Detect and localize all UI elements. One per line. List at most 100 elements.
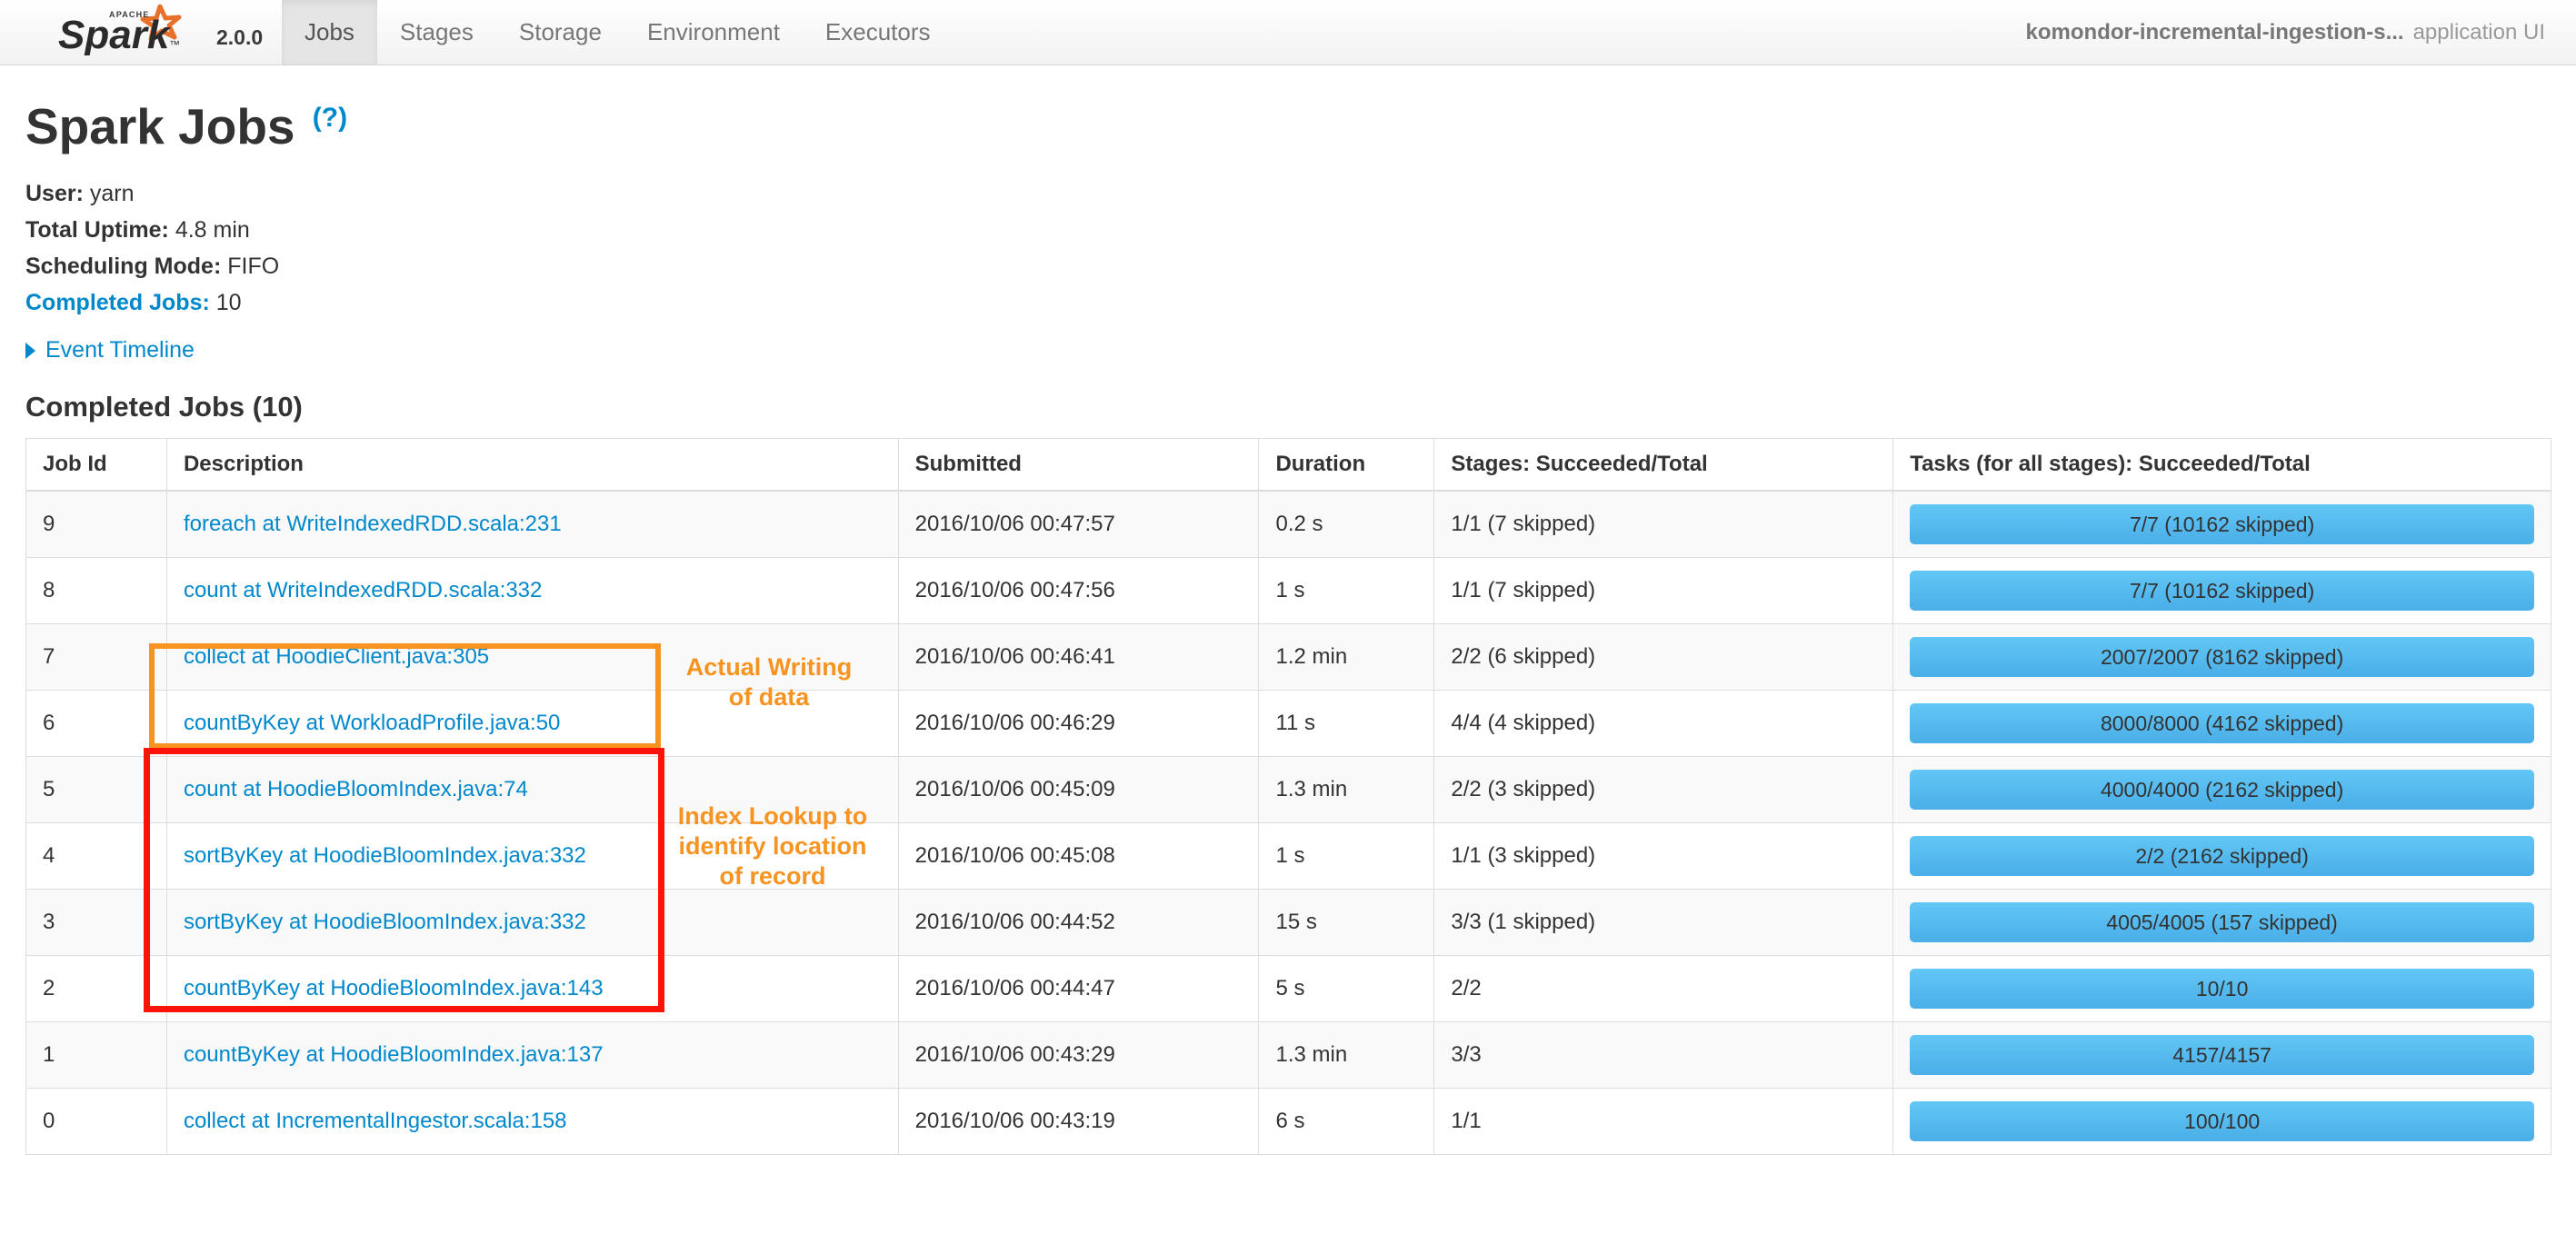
- cell-description: count at WriteIndexedRDD.scala:332: [166, 557, 899, 624]
- tasks-progress-bar: 4000/4000 (2162 skipped): [1910, 770, 2534, 810]
- column-header-description[interactable]: Description: [166, 438, 899, 492]
- cell-duration: 15 s: [1258, 889, 1435, 956]
- table-row: 3 sortByKey at HoodieBloomIndex.java:332…: [25, 889, 2551, 956]
- cell-tasks: 4157/4157: [1892, 1021, 2551, 1089]
- progress-label: 10/10: [2195, 976, 2249, 1000]
- brand-logo[interactable]: APACHE Spark ™ 2.0.0: [0, 0, 282, 65]
- cell-submitted: 2016/10/06 00:43:19: [898, 1088, 1260, 1155]
- progress-fill: [1910, 969, 2534, 1009]
- progress-label: 2/2 (2162 skipped): [2135, 843, 2309, 868]
- table-row: 6 countByKey at WorkloadProfile.java:50 …: [25, 690, 2551, 757]
- cell-job-id: 2: [25, 955, 167, 1022]
- tab-jobs[interactable]: Jobs: [282, 0, 377, 65]
- column-header-submitted[interactable]: Submitted: [898, 438, 1260, 492]
- job-description-link[interactable]: sortByKey at HoodieBloomIndex.java:332: [183, 910, 586, 934]
- cell-tasks: 4000/4000 (2162 skipped): [1892, 756, 2551, 823]
- cell-tasks: 10/10: [1892, 955, 2551, 1022]
- progress-fill: [1910, 571, 2534, 611]
- tasks-progress-bar: 100/100: [1910, 1101, 2534, 1141]
- job-description-link[interactable]: collect at IncrementalIngestor.scala:158: [183, 1109, 567, 1133]
- cell-submitted: 2016/10/06 00:47:57: [898, 490, 1260, 558]
- job-description-link[interactable]: sortByKey at HoodieBloomIndex.java:332: [183, 843, 586, 868]
- cell-duration: 5 s: [1258, 955, 1435, 1022]
- cell-stages: 3/3 (1 skipped): [1433, 889, 1894, 956]
- tasks-progress-bar: 4005/4005 (157 skipped): [1910, 902, 2534, 942]
- cell-duration: 1.3 min: [1258, 1021, 1435, 1089]
- progress-label: 8000/8000 (4162 skipped): [2100, 711, 2344, 735]
- progress-label: 100/100: [2184, 1109, 2261, 1133]
- cell-stages: 1/1: [1433, 1088, 1894, 1155]
- svg-text:Spark: Spark: [58, 13, 172, 55]
- progress-label: 7/7 (10162 skipped): [2129, 578, 2315, 602]
- job-description-link[interactable]: countByKey at HoodieBloomIndex.java:137: [183, 1042, 604, 1067]
- cell-stages: 3/3: [1433, 1021, 1894, 1089]
- cell-submitted: 2016/10/06 00:43:29: [898, 1021, 1260, 1089]
- summary-completed-jobs-label[interactable]: Completed Jobs:: [25, 290, 210, 315]
- table-row: 5 count at HoodieBloomIndex.java:74 2016…: [25, 756, 2551, 823]
- navbar-app-label: komondor-incremental-ingestion-s... appl…: [2026, 0, 2576, 65]
- tab-storage[interactable]: Storage: [518, 18, 602, 45]
- job-description-link[interactable]: countByKey at WorkloadProfile.java:50: [183, 711, 561, 735]
- progress-fill: [1910, 1101, 2534, 1141]
- tab-executors[interactable]: Executors: [824, 18, 931, 45]
- page-title-text: Spark Jobs: [25, 98, 295, 154]
- cell-duration: 0.2 s: [1258, 490, 1435, 558]
- cell-description: collect at IncrementalIngestor.scala:158: [166, 1088, 899, 1155]
- tasks-progress-bar: 4157/4157: [1910, 1035, 2534, 1075]
- table-row: 1 countByKey at HoodieBloomIndex.java:13…: [25, 1021, 2551, 1089]
- tab-stages[interactable]: Stages: [399, 18, 474, 45]
- column-header-stages[interactable]: Stages: Succeeded/Total: [1433, 438, 1894, 492]
- progress-fill: [1910, 637, 2534, 677]
- progress-fill: [1910, 504, 2534, 544]
- cell-stages: 2/2: [1433, 955, 1894, 1022]
- cell-duration: 1 s: [1258, 822, 1435, 890]
- table-head: Job Id Description Submitted Duration St…: [25, 438, 2551, 492]
- summary-total-uptime: Total Uptime: 4.8 min: [25, 212, 2551, 248]
- cell-submitted: 2016/10/06 00:45:09: [898, 756, 1260, 823]
- progress-fill: [1910, 836, 2534, 876]
- table-header-row: Job Id Description Submitted Duration St…: [25, 438, 2551, 492]
- cell-submitted: 2016/10/06 00:44:52: [898, 889, 1260, 956]
- cell-stages: 4/4 (4 skipped): [1433, 690, 1894, 757]
- column-header-tasks[interactable]: Tasks (for all stages): Succeeded/Total: [1892, 438, 2551, 492]
- summary-completed-jobs[interactable]: Completed Jobs: 10: [25, 284, 2551, 321]
- column-header-duration[interactable]: Duration: [1258, 438, 1435, 492]
- summary-completed-jobs-value: 10: [215, 290, 242, 315]
- job-description-link[interactable]: countByKey at HoodieBloomIndex.java:143: [183, 976, 604, 1000]
- job-description-link[interactable]: collect at HoodieClient.java:305: [183, 644, 490, 669]
- cell-job-id: 1: [25, 1021, 167, 1089]
- cell-job-id: 5: [25, 756, 167, 823]
- cell-submitted: 2016/10/06 00:46:41: [898, 623, 1260, 691]
- job-summary-list: User: yarn Total Uptime: 4.8 min Schedul…: [25, 175, 2551, 321]
- summary-total-uptime-label: Total Uptime:: [25, 217, 169, 243]
- job-description-link[interactable]: count at HoodieBloomIndex.java:74: [183, 777, 528, 801]
- caret-right-icon: [25, 342, 35, 359]
- progress-fill: [1910, 770, 2534, 810]
- cell-description: foreach at WriteIndexedRDD.scala:231: [166, 490, 899, 558]
- tasks-progress-bar: 10/10: [1910, 969, 2534, 1009]
- job-description-link[interactable]: foreach at WriteIndexedRDD.scala:231: [183, 512, 562, 536]
- table-row: 2 countByKey at HoodieBloomIndex.java:14…: [25, 955, 2551, 1022]
- tab-environment[interactable]: Environment: [646, 18, 780, 45]
- svg-text:™: ™: [169, 38, 180, 51]
- page-content: Spark Jobs (?) User: yarn Total Uptime: …: [0, 102, 2576, 1155]
- application-suffix: application UI: [2412, 19, 2545, 45]
- event-timeline-toggle[interactable]: Event Timeline: [25, 337, 195, 363]
- table-row: 8 count at WriteIndexedRDD.scala:332 201…: [25, 557, 2551, 624]
- column-header-job-id[interactable]: Job Id: [25, 438, 167, 492]
- summary-user-value: yarn: [89, 181, 135, 206]
- completed-jobs-table: Job Id Description Submitted Duration St…: [25, 438, 2551, 1155]
- cell-duration: 1.3 min: [1258, 756, 1435, 823]
- cell-description: collect at HoodieClient.java:305: [166, 623, 899, 691]
- cell-description: countByKey at HoodieBloomIndex.java:137: [166, 1021, 899, 1089]
- event-timeline-label: Event Timeline: [45, 337, 195, 363]
- cell-duration: 1.2 min: [1258, 623, 1435, 691]
- job-description-link[interactable]: count at WriteIndexedRDD.scala:332: [183, 578, 543, 602]
- summary-user-label: User:: [25, 181, 84, 206]
- table-row: 7 collect at HoodieClient.java:305 2016/…: [25, 623, 2551, 691]
- nav-tabs: Jobs Stages Storage Environment Executor…: [282, 0, 954, 65]
- progress-fill: [1910, 703, 2534, 743]
- cell-description: sortByKey at HoodieBloomIndex.java:332: [166, 889, 899, 956]
- help-link-icon[interactable]: (?): [312, 102, 348, 133]
- cell-stages: 2/2 (3 skipped): [1433, 756, 1894, 823]
